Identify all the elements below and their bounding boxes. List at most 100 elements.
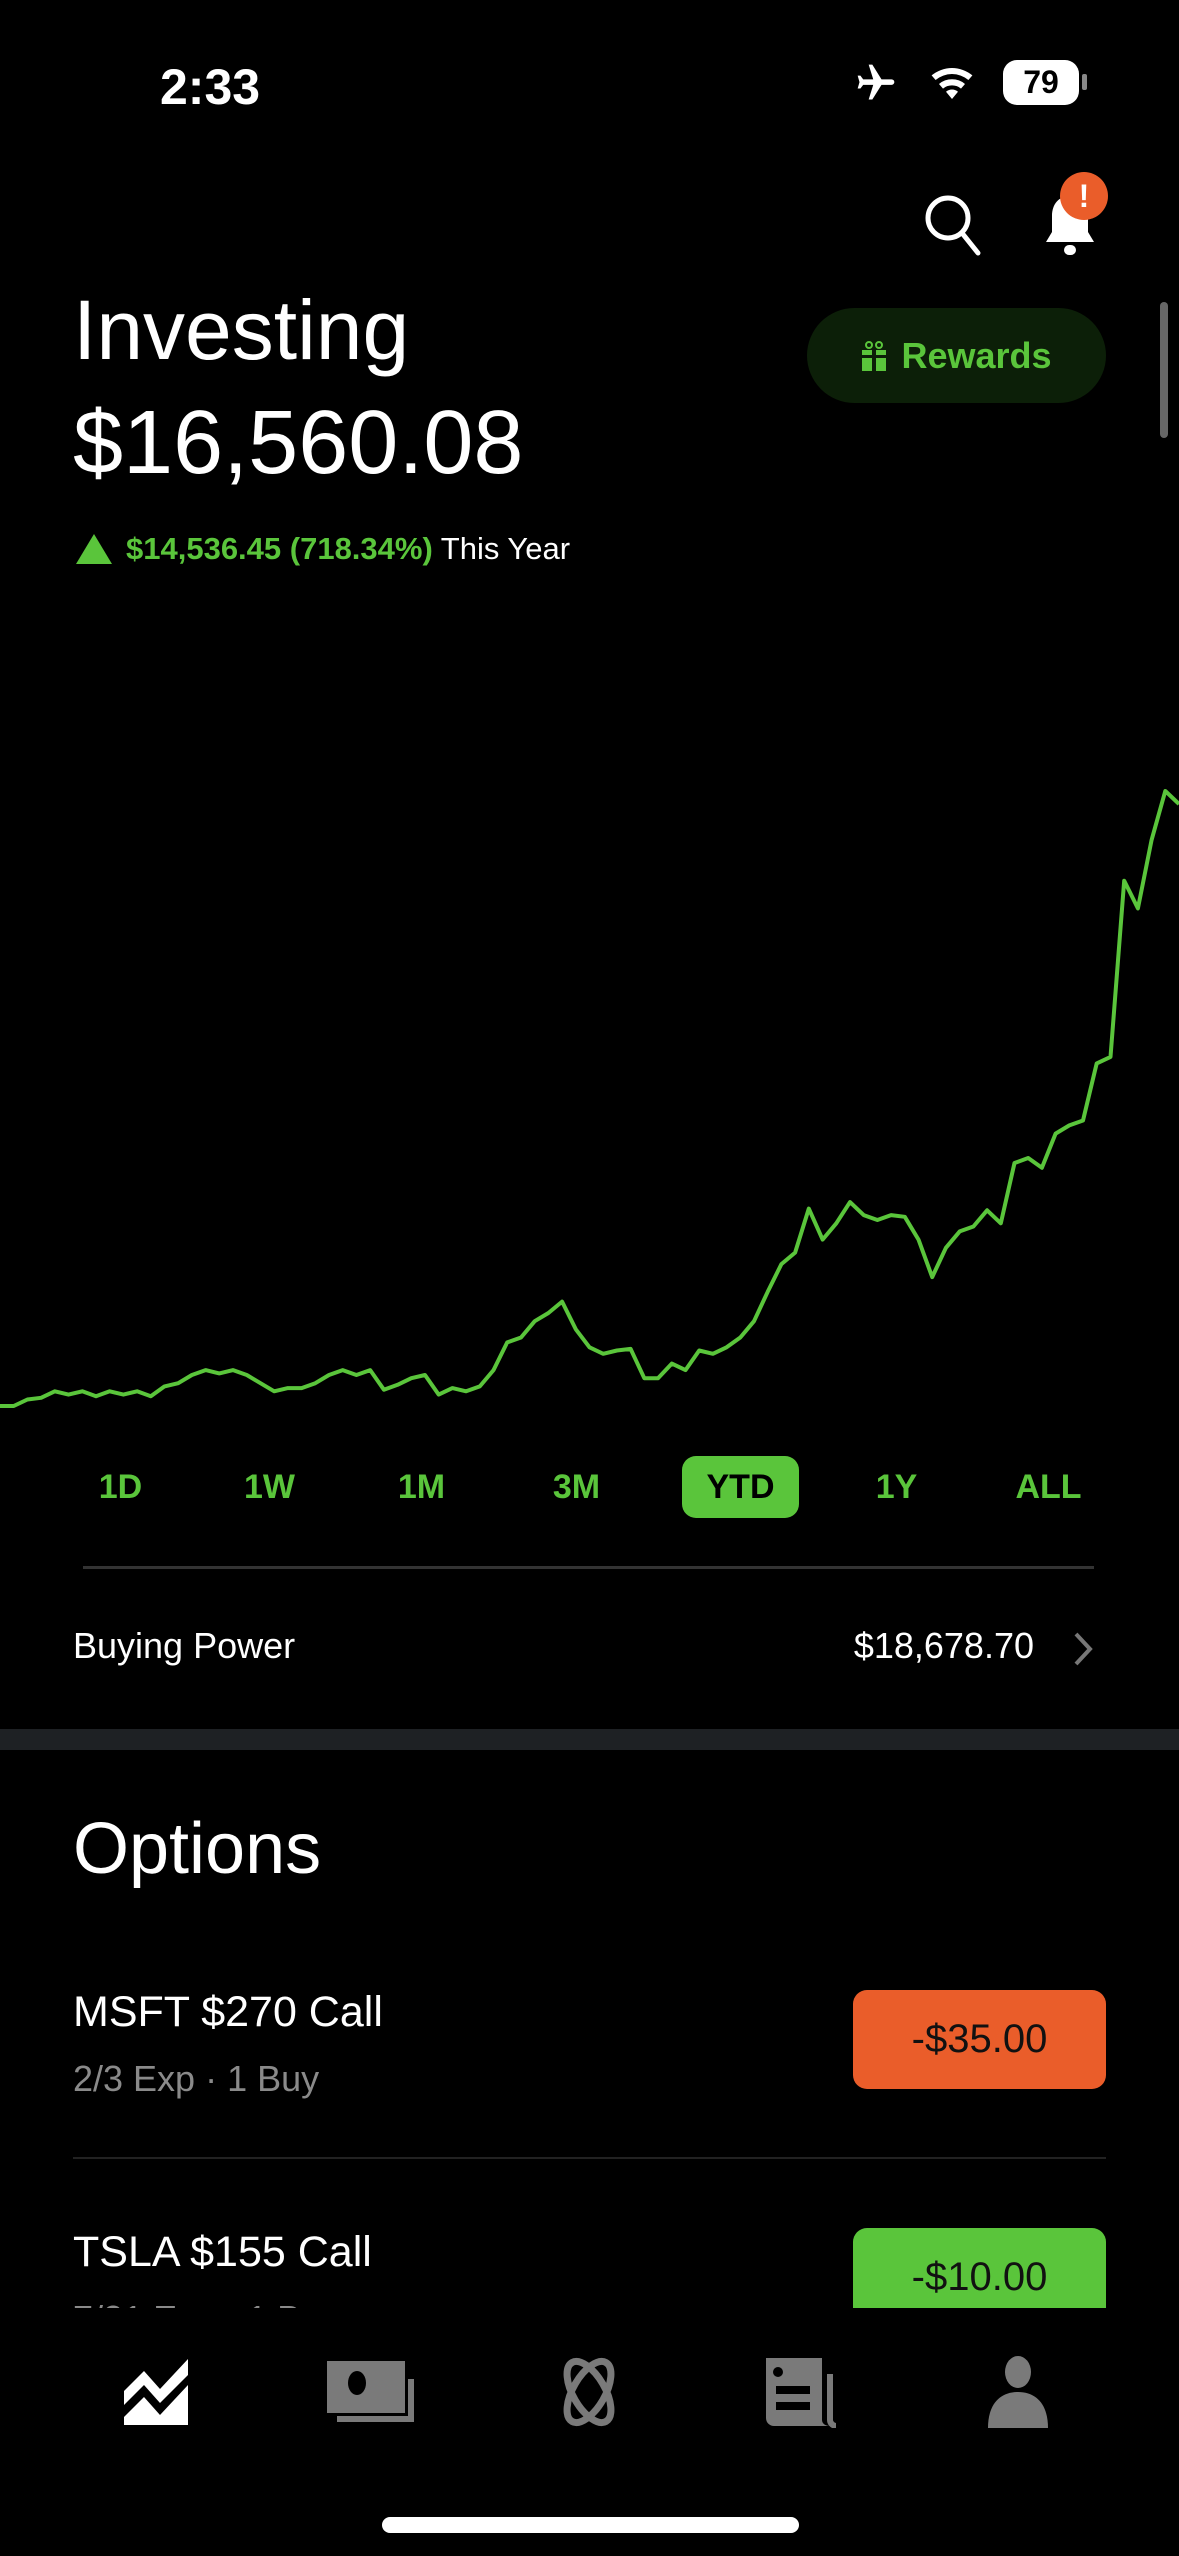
range-all[interactable]: ALL xyxy=(1015,1468,1082,1506)
chart-point xyxy=(369,1369,371,1371)
chart-point xyxy=(397,1384,399,1386)
chart-point xyxy=(273,1390,275,1392)
portfolio-change: $14,536.45 (718.34%) This Year xyxy=(76,531,570,567)
range-3m[interactable]: 3M xyxy=(552,1468,601,1506)
search-icon[interactable] xyxy=(922,192,984,258)
buying-power-row[interactable]: Buying Power $18,678.70 xyxy=(0,1600,1179,1700)
option-amount-button[interactable]: -$35.00 xyxy=(853,1990,1106,2089)
tab-account[interactable] xyxy=(968,2350,1068,2434)
buying-power-label: Buying Power xyxy=(73,1625,296,1666)
home-indicator[interactable] xyxy=(382,2517,799,2533)
chart-point xyxy=(575,1328,577,1330)
chart-point xyxy=(945,1247,947,1249)
chart-point xyxy=(383,1389,385,1391)
chart-point xyxy=(616,1350,618,1352)
chart-point xyxy=(589,1346,590,1348)
scrollbar[interactable] xyxy=(1160,302,1168,438)
chart-point xyxy=(1151,839,1153,841)
gift-icon xyxy=(862,340,887,371)
option-title: TSLA $155 Call xyxy=(73,2228,372,2276)
chart-point xyxy=(122,1394,124,1396)
range-1m[interactable]: 1M xyxy=(397,1468,446,1506)
chart-point xyxy=(81,1390,83,1392)
chart-point xyxy=(246,1374,248,1376)
chart-point xyxy=(835,1222,837,1224)
range-1y[interactable]: 1Y xyxy=(875,1468,918,1506)
option-amount-button[interactable]: -$10.00 xyxy=(853,2228,1106,2308)
option-title: MSFT $270 Call xyxy=(73,1988,383,2036)
chart-point xyxy=(177,1382,179,1384)
tab-crypto[interactable] xyxy=(539,2350,639,2434)
chart-point xyxy=(918,1239,920,1241)
chart-point xyxy=(438,1394,440,1396)
chart-point xyxy=(602,1353,604,1355)
chart-point xyxy=(534,1320,536,1322)
option-row[interactable]: MSFT $270 Call 2/3 Exp · 1 Buy -$35.00 xyxy=(0,1970,1179,2120)
chart-point xyxy=(972,1226,974,1228)
chart-point xyxy=(451,1387,453,1389)
options-section: Options MSFT $270 Call 2/3 Exp · 1 Buy -… xyxy=(0,1750,1179,2308)
chart-point xyxy=(259,1382,261,1384)
chart-point xyxy=(1041,1167,1043,1169)
chart-point xyxy=(753,1320,755,1322)
account-icon xyxy=(988,2356,1048,2428)
chart-point xyxy=(314,1382,316,1384)
divider xyxy=(73,2157,1106,2159)
chart-point xyxy=(301,1387,303,1389)
chart-point xyxy=(959,1230,961,1232)
chart-point xyxy=(136,1390,138,1392)
chart-point xyxy=(890,1214,892,1216)
chart-point xyxy=(164,1385,166,1387)
chart-point xyxy=(876,1219,878,1221)
chart-point xyxy=(1068,1124,1070,1126)
chart-point xyxy=(355,1374,357,1376)
chart-point xyxy=(424,1374,426,1376)
chart-point xyxy=(0,1405,1,1407)
chart-point xyxy=(863,1214,865,1216)
chart-point xyxy=(26,1398,28,1400)
range-1d[interactable]: 1D xyxy=(98,1468,143,1506)
chart-point xyxy=(822,1239,824,1241)
chart-point xyxy=(808,1208,810,1210)
chart-point xyxy=(520,1336,522,1338)
range-1w[interactable]: 1W xyxy=(244,1468,295,1506)
status-icons: 79 xyxy=(851,60,1087,105)
chart-point xyxy=(1109,1056,1111,1058)
chart-point xyxy=(630,1348,632,1350)
option-row[interactable]: TSLA $155 Call 7/21 Exp · 1 Buy -$10.00 xyxy=(0,2210,1179,2308)
tab-news[interactable] xyxy=(752,2350,852,2434)
notifications-button[interactable]: ! xyxy=(1042,172,1108,258)
divider xyxy=(83,1566,1094,1569)
chart-point xyxy=(1123,880,1125,882)
wifi-icon xyxy=(931,67,973,99)
chart-point xyxy=(904,1216,906,1218)
chart-point xyxy=(287,1387,289,1389)
chart-point xyxy=(1055,1133,1057,1135)
chart-point xyxy=(767,1291,769,1293)
range-ytd[interactable]: YTD xyxy=(682,1456,799,1518)
chart-point xyxy=(109,1390,111,1392)
chart-point xyxy=(479,1385,481,1387)
battery-icon: 79 xyxy=(1003,60,1087,105)
chart-point xyxy=(328,1374,330,1376)
chart-point xyxy=(1000,1222,1002,1224)
chevron-right-icon xyxy=(1074,1632,1093,1666)
rewards-label: Rewards xyxy=(901,334,1052,376)
rewards-button[interactable]: Rewards xyxy=(807,308,1106,403)
tab-investing[interactable] xyxy=(107,2350,207,2434)
tab-cash[interactable] xyxy=(323,2350,423,2434)
chart-point xyxy=(232,1369,234,1371)
portfolio-value: $16,560.08 xyxy=(73,393,524,493)
chart-point xyxy=(13,1405,15,1407)
chart-point xyxy=(1027,1157,1029,1159)
chart-point xyxy=(849,1201,851,1203)
crypto-icon xyxy=(563,2357,615,2427)
chart-point xyxy=(561,1301,563,1303)
chart-point xyxy=(493,1369,495,1371)
change-period: This Year xyxy=(440,531,571,566)
chart-point xyxy=(657,1377,659,1379)
portfolio-chart[interactable] xyxy=(0,760,1179,1420)
chart-point xyxy=(739,1336,741,1338)
up-arrow-icon xyxy=(76,534,112,564)
chart-point xyxy=(191,1374,193,1376)
